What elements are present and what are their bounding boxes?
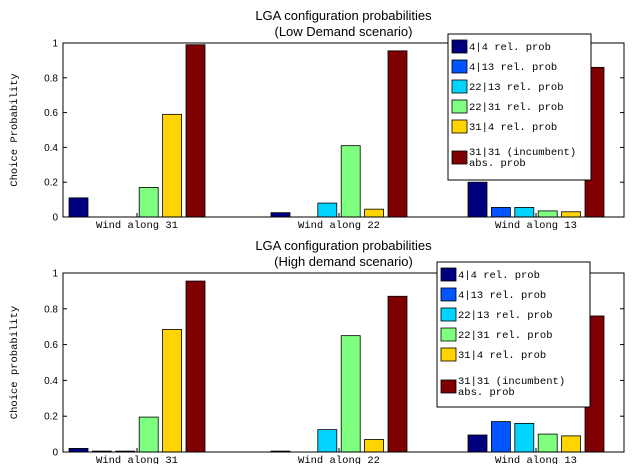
- legend-label: 31|31 (incumbent): [469, 147, 576, 159]
- plot-frame: [62, 272, 625, 453]
- bar: [68, 448, 89, 453]
- bar: [317, 202, 338, 218]
- y-tick-label: 0: [52, 448, 58, 459]
- bar: [514, 422, 535, 453]
- legend-swatch: [451, 119, 468, 134]
- plot-frame: [62, 42, 625, 218]
- chart-panel-1: LGA configuration probabilities(Low Dema…: [9, 8, 625, 232]
- bar: [561, 211, 581, 218]
- legend-box: [436, 261, 591, 408]
- legend-swatch: [440, 267, 457, 282]
- chart-subtitle: (Low Demand scenario): [274, 24, 412, 39]
- y-tick-label: 0.6: [44, 108, 58, 119]
- bar: [490, 421, 511, 453]
- bar: [138, 416, 159, 453]
- bar: [364, 439, 385, 453]
- legend-label: 31|4 rel. prob: [458, 350, 546, 362]
- legend-label: 31|31 (incumbent): [458, 376, 565, 388]
- legend-swatch: [440, 327, 457, 342]
- y-tick-label: 0: [52, 213, 58, 224]
- y-axis-label: Choice probability: [9, 306, 21, 419]
- legend-label: 4|4 rel. prob: [469, 42, 551, 54]
- y-tick-label: 0.2: [44, 178, 58, 189]
- legend-label: 22|31 rel. prob: [458, 330, 553, 342]
- bar: [162, 113, 183, 218]
- y-tick-label: 1: [52, 269, 58, 280]
- y-tick-label: 0.6: [44, 340, 58, 351]
- bar: [537, 210, 558, 218]
- legend-swatch: [451, 39, 468, 54]
- legend-swatch: [451, 79, 468, 94]
- chart-title: LGA configuration probabilities: [255, 8, 432, 23]
- bar: [340, 145, 361, 218]
- bar: [537, 433, 558, 453]
- legend-swatch: [451, 59, 468, 74]
- bar: [138, 187, 159, 218]
- bar: [514, 207, 535, 218]
- bar: [387, 50, 408, 218]
- legend-swatch: [440, 287, 457, 302]
- y-tick-label: 0.8: [44, 73, 58, 84]
- bar: [561, 435, 581, 453]
- x-tick-label: Wind along 13: [495, 220, 577, 232]
- chart-title: LGA configuration probabilities: [255, 238, 432, 253]
- legend-label: 4|13 rel. prob: [458, 290, 546, 302]
- legend-swatch: [440, 307, 457, 322]
- legend-label: 31|4 rel. prob: [469, 122, 557, 134]
- bar: [185, 280, 206, 453]
- chart-subtitle: (High demand scenario): [274, 254, 413, 269]
- y-axis-label: Choice Probability: [9, 73, 21, 186]
- bar: [68, 197, 89, 218]
- legend-swatch: [451, 99, 468, 114]
- y-tick-label: 1: [52, 39, 58, 50]
- bar: [364, 208, 385, 218]
- bar: [340, 335, 361, 453]
- legend-swatch: [440, 379, 457, 394]
- x-tick-label: Wind along 31: [96, 220, 178, 232]
- legend-label: 22|13 rel. prob: [458, 310, 553, 322]
- legend-label: abs. prob: [469, 158, 526, 170]
- x-tick-label: Wind along 13: [495, 455, 577, 464]
- bar: [467, 434, 488, 453]
- legend-label: 22|13 rel. prob: [469, 82, 564, 94]
- bar: [270, 212, 291, 218]
- x-tick-label: Wind along 31: [96, 455, 178, 464]
- y-tick-label: 0.4: [44, 143, 58, 154]
- legend-swatch: [451, 150, 468, 165]
- legend-label: 22|31 rel. prob: [469, 102, 564, 114]
- y-tick-label: 0.8: [44, 304, 58, 315]
- x-tick-label: Wind along 22: [298, 455, 380, 464]
- x-tick-label: Wind along 22: [298, 220, 380, 232]
- bar: [162, 328, 183, 453]
- bar: [185, 44, 206, 218]
- y-tick-label: 0.2: [44, 412, 58, 423]
- legend-label: 4|13 rel. prob: [469, 62, 557, 74]
- bar: [317, 429, 338, 453]
- legend: 4|4 rel. prob 4|13 rel. prob 22|13 rel. pr…: [447, 33, 592, 181]
- legend-box: [447, 33, 592, 181]
- legend-swatch: [440, 347, 457, 362]
- chart-panel-2: LGA configuration probabilities(High dem…: [9, 238, 625, 464]
- legend-label: abs. prob: [458, 387, 515, 399]
- y-tick-label: 0.4: [44, 376, 58, 387]
- bar: [490, 207, 511, 218]
- legend-label: 4|4 rel. prob: [458, 270, 540, 282]
- bar: [387, 295, 408, 453]
- bar: [467, 181, 488, 218]
- legend: 4|4 rel. prob 4|13 rel. prob 22|13 rel. pr…: [436, 261, 591, 408]
